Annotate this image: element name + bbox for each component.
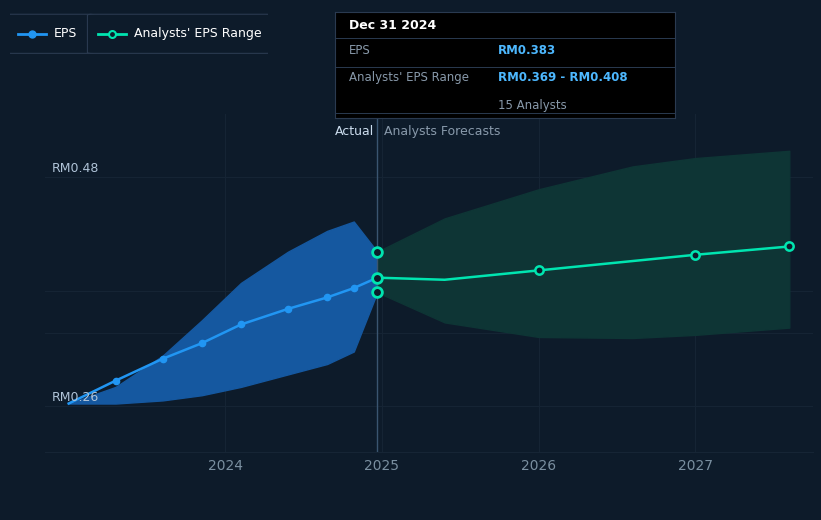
Text: RM0.383: RM0.383 [498,44,557,57]
Text: 15 Analysts: 15 Analysts [498,99,566,112]
FancyBboxPatch shape [88,14,271,54]
Text: Actual: Actual [335,125,374,138]
Text: Analysts' EPS Range: Analysts' EPS Range [349,71,469,84]
Text: Analysts Forecasts: Analysts Forecasts [383,125,500,138]
FancyBboxPatch shape [6,14,94,54]
Text: Analysts' EPS Range: Analysts' EPS Range [134,27,262,40]
Text: RM0.26: RM0.26 [52,391,99,404]
Text: EPS: EPS [349,44,370,57]
Text: RM0.48: RM0.48 [52,162,99,175]
Text: EPS: EPS [54,27,77,40]
Text: Dec 31 2024: Dec 31 2024 [349,19,436,32]
Text: RM0.369 - RM0.408: RM0.369 - RM0.408 [498,71,628,84]
